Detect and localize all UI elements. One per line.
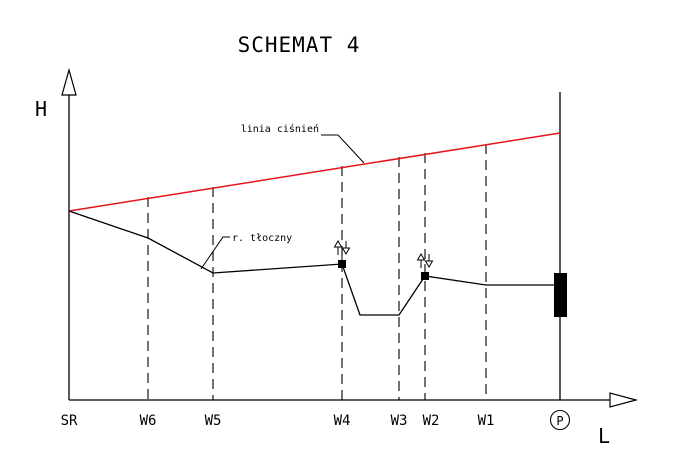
station-label-w6: W6 [140, 413, 157, 429]
valve-node-icon [338, 260, 346, 268]
air-valve-w2 [416, 253, 434, 280]
station-dashed-lines [147, 144, 487, 400]
x-axis: L [69, 392, 639, 448]
pipe-annotation: r. tłoczny [200, 233, 292, 270]
pipe-leader [200, 236, 230, 270]
diagram-title: SCHEMAT 4 [238, 33, 361, 57]
station-label-w1: W1 [478, 413, 495, 429]
pipe-label: r. tłoczny [232, 233, 292, 244]
station-label-w2: W2 [423, 413, 440, 429]
station-label-sr: SR [61, 413, 78, 429]
pressure-line-annotation: linia ciśnień [241, 123, 365, 164]
station-label-w4: W4 [334, 413, 351, 429]
station-label-p: P [556, 414, 563, 428]
air-valve-w4 [333, 240, 351, 268]
y-axis: H [35, 67, 77, 400]
station-labels: SR W6 W5 W4 W3 W2 W1 P [61, 409, 571, 431]
pipe-profile-line [68, 210, 560, 316]
pump-circle-icon [549, 409, 571, 431]
y-axis-label: H [35, 97, 47, 121]
pressure-line [68, 132, 561, 212]
air-valve-arrows-icon [416, 253, 434, 268]
pump-station-marker: P [549, 409, 571, 431]
valve-node-icon [421, 272, 429, 280]
x-axis-label: L [598, 424, 610, 448]
pressure-line-leader [321, 134, 365, 164]
pressure-line-label: linia ciśnień [241, 123, 319, 135]
pump-block-icon [554, 273, 567, 317]
station-label-w5: W5 [205, 413, 222, 429]
air-valve-arrows-icon [333, 240, 351, 255]
y-axis-arrow-icon [61, 67, 77, 96]
x-axis-arrow-icon [609, 392, 639, 408]
station-label-w3: W3 [391, 413, 408, 429]
